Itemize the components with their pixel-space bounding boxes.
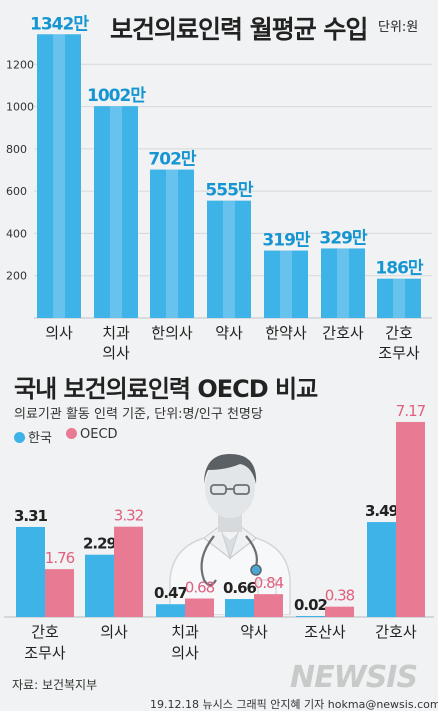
- value-label-3: 555만: [205, 181, 253, 201]
- bar-0: [37, 34, 81, 319]
- legend-swatch-korea: [14, 432, 25, 443]
- category-label-5: 간호사: [322, 324, 364, 342]
- y-tick-label-800: 800: [6, 143, 27, 156]
- bar-3: [207, 200, 251, 318]
- korea-value-label-5: 3.49: [365, 502, 399, 520]
- korea-value-label-0: 3.31: [14, 507, 48, 525]
- category-label-2-0: 치과: [171, 623, 199, 641]
- y-tick-label-1000: 1000: [6, 101, 34, 114]
- chart2-subtitle: 의료기관 활동 인력 기준, 단위:명/인구 천명당: [14, 407, 263, 422]
- oecd-bar-1: [114, 526, 143, 617]
- value-label-2: 702만: [148, 150, 196, 170]
- y-tick-label-400: 400: [6, 227, 27, 240]
- legend-label-oecd: OECD: [80, 427, 118, 442]
- korea-bar-1: [85, 554, 114, 617]
- korea-bar-3: [225, 599, 254, 617]
- credit-line: 19.12.18 뉴시스 그래픽 안지혜 기자 hokma@newsis.com: [150, 698, 438, 711]
- income-bar-chart: 200400600800100012001342만의사1002만치과의사702만…: [6, 14, 432, 362]
- value-label-6: 186만: [375, 259, 423, 279]
- oecd-bar-3: [254, 594, 283, 617]
- legend-swatch-oecd: [66, 428, 77, 439]
- value-label-4: 319만: [262, 231, 310, 251]
- category-label-1-1: 의사: [102, 344, 130, 362]
- oecd-bar-4: [325, 606, 354, 617]
- source-note: 자료: 보건복지부: [12, 678, 98, 692]
- legend-item-oecd: OECD: [66, 427, 118, 442]
- chart1-unit: 단위:원: [378, 20, 419, 35]
- korea-value-label-2: 0.47: [154, 584, 188, 602]
- bar-2: [150, 169, 194, 318]
- bar-highlight-2: [166, 169, 178, 318]
- oecd-value-label-3: 0.84: [254, 574, 284, 592]
- category-label-0-1: 조무사: [24, 644, 66, 662]
- bar-highlight-0: [53, 34, 65, 319]
- category-label-4: 조산사: [304, 623, 346, 641]
- bar-highlight-6: [393, 278, 405, 318]
- value-label-0: 1342만: [30, 14, 89, 34]
- y-tick-label-200: 200: [6, 270, 27, 283]
- y-tick-label-1200: 1200: [6, 58, 34, 71]
- category-label-4: 한약사: [265, 324, 307, 342]
- chart1-title: 보건의료인력 월평균 수입: [110, 15, 368, 44]
- category-label-3: 약사: [240, 623, 268, 641]
- oecd-value-label-5: 7.17: [396, 402, 426, 420]
- bar-highlight-4: [280, 250, 292, 318]
- bar-highlight-3: [223, 200, 235, 318]
- y-tick-label-600: 600: [6, 185, 27, 198]
- korea-value-label-3: 0.66: [223, 579, 257, 597]
- bar-highlight-1: [110, 106, 122, 318]
- oecd-value-label-0: 1.76: [45, 549, 75, 567]
- value-label-5: 329만: [319, 228, 367, 248]
- bar-1: [94, 106, 138, 318]
- category-label-5: 간호사: [375, 623, 417, 641]
- category-label-0-0: 간호: [31, 623, 59, 641]
- legend-label-korea: 한국: [28, 431, 52, 446]
- category-label-1-0: 치과: [102, 324, 130, 342]
- oecd-value-label-2: 0.68: [185, 579, 215, 597]
- chart2-title: 국내 보건의료인력 OECD 비교: [14, 375, 318, 403]
- oecd-value-label-1: 3.32: [114, 507, 144, 525]
- bar-5: [321, 248, 365, 318]
- legend-item-korea: 한국: [14, 427, 52, 446]
- category-label-6-0: 간호: [385, 324, 413, 342]
- category-label-3: 약사: [215, 324, 243, 342]
- korea-value-label-1: 2.29: [83, 535, 117, 553]
- category-label-2-1: 의사: [171, 644, 199, 662]
- korea-value-label-4: 0.02: [294, 596, 328, 614]
- bar-6: [377, 278, 421, 318]
- oecd-value-label-4: 0.38: [325, 587, 355, 605]
- category-label-1: 의사: [100, 623, 128, 641]
- category-label-6-1: 조무사: [378, 344, 420, 362]
- oecd-bar-5: [396, 421, 425, 617]
- oecd-bar-2: [185, 598, 214, 617]
- bar-4: [264, 250, 308, 318]
- category-label-0: 의사: [45, 324, 73, 342]
- newsis-watermark: NEWSIS: [290, 660, 418, 695]
- category-label-2: 한의사: [151, 324, 193, 342]
- korea-bar-2: [156, 604, 185, 617]
- value-label-1: 1002만: [87, 86, 146, 106]
- korea-bar-5: [367, 522, 396, 617]
- korea-bar-0: [16, 526, 45, 617]
- oecd-bar-0: [45, 569, 74, 617]
- bar-highlight-5: [337, 248, 349, 318]
- korea-bar-4: [296, 616, 325, 617]
